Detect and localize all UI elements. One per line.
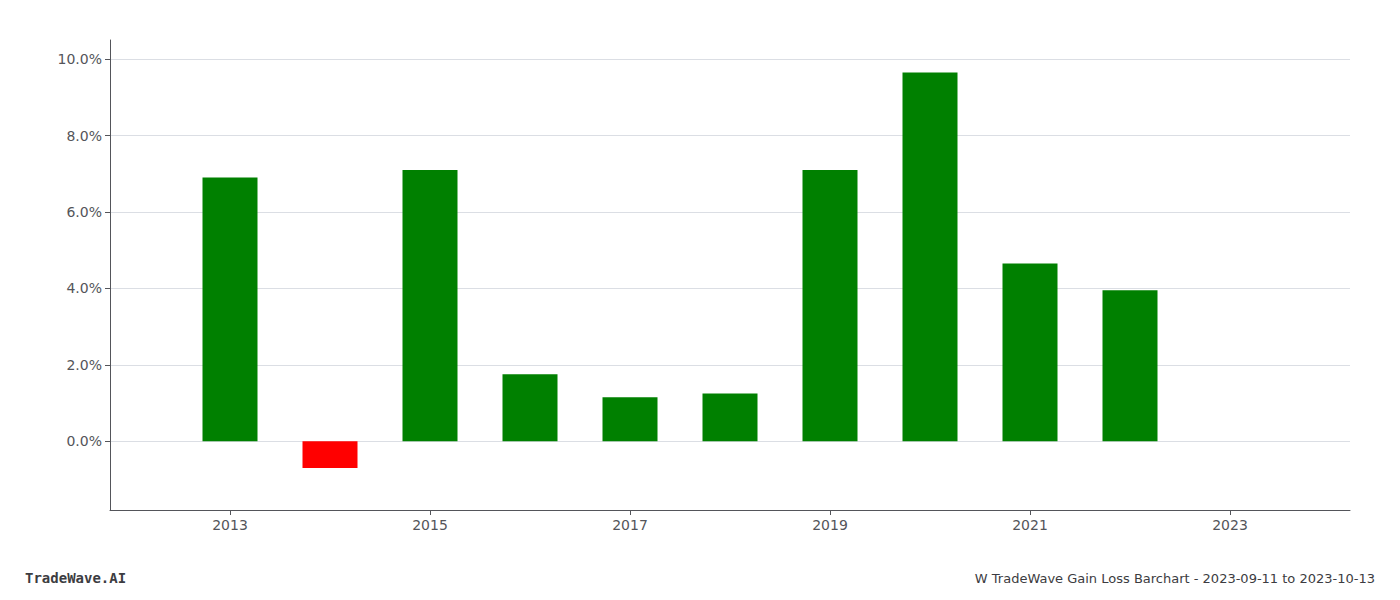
svg-text:TradeWave.AI: TradeWave.AI bbox=[25, 570, 126, 586]
svg-text:0.0%: 0.0% bbox=[66, 433, 102, 449]
svg-text:2015: 2015 bbox=[412, 517, 448, 533]
svg-text:2021: 2021 bbox=[1012, 517, 1048, 533]
svg-text:2013: 2013 bbox=[212, 517, 248, 533]
svg-text:2023: 2023 bbox=[1212, 517, 1248, 533]
svg-text:W TradeWave Gain Loss Barchart: W TradeWave Gain Loss Barchart - 2023-09… bbox=[975, 571, 1375, 586]
svg-text:6.0%: 6.0% bbox=[66, 204, 102, 220]
svg-text:2019: 2019 bbox=[812, 517, 848, 533]
svg-text:2.0%: 2.0% bbox=[66, 357, 102, 373]
svg-text:8.0%: 8.0% bbox=[66, 128, 102, 144]
svg-text:10.0%: 10.0% bbox=[58, 51, 102, 67]
svg-text:2017: 2017 bbox=[612, 517, 648, 533]
svg-text:4.0%: 4.0% bbox=[66, 280, 102, 296]
